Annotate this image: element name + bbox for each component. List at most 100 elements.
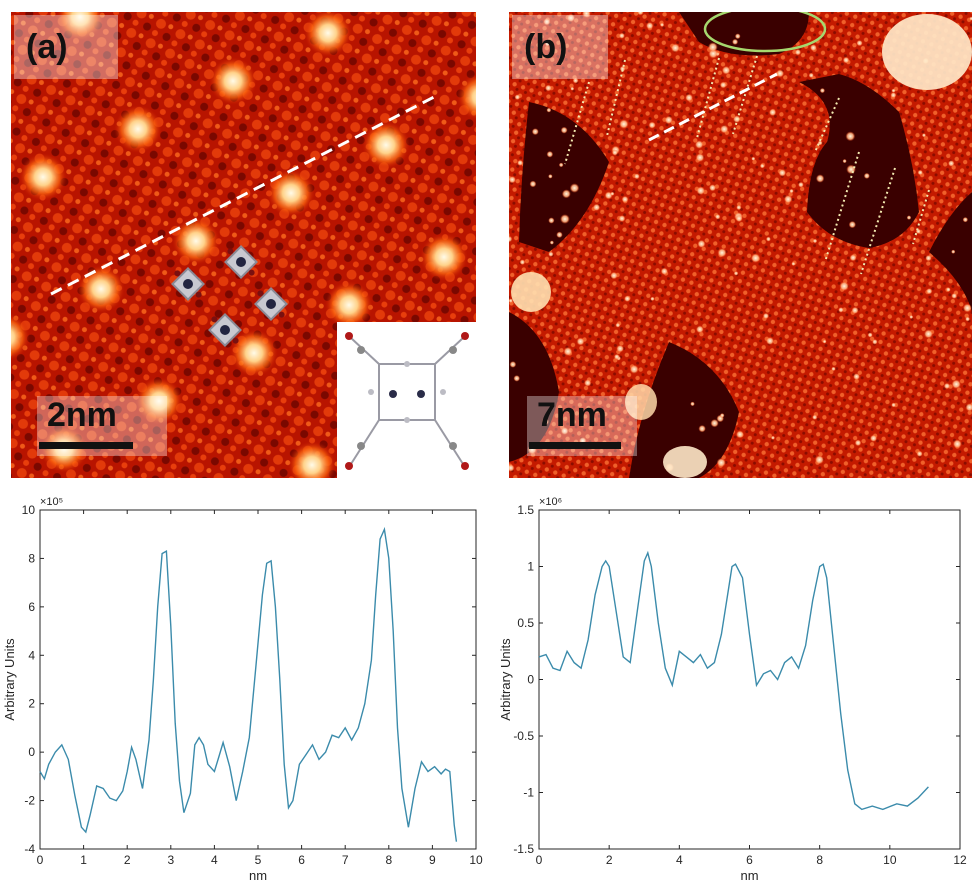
bright-speckle	[664, 115, 673, 125]
bright-speckle	[618, 215, 626, 223]
x-tick-label: 9	[429, 853, 436, 867]
y-tick-label: -0.5	[513, 729, 534, 743]
bright-speckle	[765, 336, 775, 346]
bright-speckle	[509, 298, 514, 304]
bright-speckle	[925, 254, 932, 262]
bright-speckle	[751, 156, 756, 161]
molecule-model	[254, 287, 288, 321]
y-tick-label: 6	[28, 600, 35, 614]
bright-speckle	[621, 195, 629, 203]
bright-speckle	[869, 434, 878, 442]
x-tick-label: 4	[676, 853, 683, 867]
bright-speckle	[685, 93, 694, 102]
molecular-row-lines	[564, 55, 930, 275]
bright-speckle	[660, 267, 669, 275]
bright-speckle	[947, 160, 955, 167]
bright-speckle	[619, 65, 626, 72]
panel-label-b: (b)	[512, 15, 608, 79]
bright-spot	[11, 313, 30, 361]
bright-speckle	[965, 316, 971, 322]
bright-speckle	[809, 44, 817, 52]
y-axis-label-b: Arbitrary Units	[498, 638, 513, 721]
bright-speckle	[509, 464, 515, 472]
bright-speckle	[716, 457, 726, 468]
y-axis-label-a: Arbitrary Units	[2, 638, 17, 721]
scale-bar-a: 2nm	[37, 396, 167, 456]
bright-speckle	[831, 366, 836, 372]
bright-speckle	[616, 344, 625, 353]
bright-speckle	[610, 191, 615, 196]
bright-speckle	[856, 39, 863, 47]
bright-speckle	[581, 12, 591, 18]
bright-speckle	[650, 296, 655, 302]
bright-speckle	[549, 240, 554, 245]
bright-spot	[77, 265, 125, 313]
x-tick-label: 8	[385, 853, 392, 867]
bright-speckle	[762, 312, 770, 320]
bright-speckle	[765, 236, 771, 242]
scale-bar-label-b: 7nm	[537, 396, 607, 434]
bright-speckle	[546, 107, 552, 113]
bright-spot	[230, 329, 278, 377]
bright-speckle	[839, 281, 850, 292]
bright-speckle	[815, 174, 825, 183]
bright-speckle	[513, 375, 521, 382]
bright-speckle	[798, 181, 804, 188]
bright-cluster	[663, 446, 707, 478]
bright-speckle	[698, 424, 706, 433]
bright-speckle	[560, 426, 569, 435]
bright-speckle	[853, 373, 861, 381]
stm-image-a-surface	[11, 12, 476, 478]
bright-speckle	[509, 175, 516, 184]
bright-speckle	[645, 21, 654, 30]
bright-speckle	[808, 72, 814, 79]
bright-speckle	[951, 292, 958, 299]
bright-speckle	[563, 346, 573, 357]
bright-speckle	[694, 140, 704, 149]
bright-speckle	[543, 18, 551, 26]
x-tick-label: 6	[746, 853, 753, 867]
x-tick-label: 12	[953, 853, 967, 867]
bright-speckle	[541, 417, 550, 426]
bright-speckle	[867, 332, 873, 338]
bright-spot	[19, 153, 67, 201]
bright-speckle	[629, 364, 639, 374]
bright-speckle	[548, 251, 554, 257]
profile-series-line	[538, 550, 929, 811]
bright-speckle	[778, 168, 787, 177]
y-tick-label: -4	[24, 842, 35, 856]
x-tick-label: 8	[816, 853, 823, 867]
bright-speckle	[717, 248, 727, 258]
bright-cluster	[625, 384, 657, 420]
bright-speckle	[560, 126, 568, 134]
bright-spot	[267, 169, 315, 217]
bright-speckle	[969, 16, 972, 21]
bright-speckle	[648, 121, 656, 129]
bright-speckle	[735, 214, 743, 223]
bright-speckle	[509, 235, 513, 243]
x-tick-label: 6	[298, 853, 305, 867]
y-axis-exponent-b: ×10⁶	[539, 496, 562, 508]
bright-speckle	[544, 84, 552, 92]
bright-speckle	[558, 162, 564, 168]
bright-speckle	[696, 186, 706, 196]
bright-speckle	[735, 430, 744, 439]
line-profile-chart-b: ×10⁶ Arbitrary Units nm 0 2 4 6 8 10 12-1.5-1-…	[498, 496, 967, 883]
stm-image-b-surface	[509, 12, 972, 478]
bright-speckle	[909, 314, 914, 319]
bright-speckle	[851, 306, 859, 315]
scale-bar-label-a: 2nm	[47, 396, 117, 434]
bright-speckle	[863, 172, 870, 179]
y-tick-label: -1.5	[513, 842, 534, 856]
line-profile-path-b	[648, 72, 778, 142]
bright-speckle	[719, 124, 729, 134]
y-tick-label: -1	[523, 786, 534, 800]
y-tick-label: 0.5	[517, 616, 534, 630]
bright-speckle	[962, 216, 969, 223]
bright-speckle	[848, 220, 857, 229]
bright-speckle	[514, 94, 521, 101]
bright-spot	[457, 73, 476, 121]
bright-spot	[362, 121, 410, 169]
bright-speckle	[775, 69, 785, 78]
bright-spot	[304, 12, 352, 57]
